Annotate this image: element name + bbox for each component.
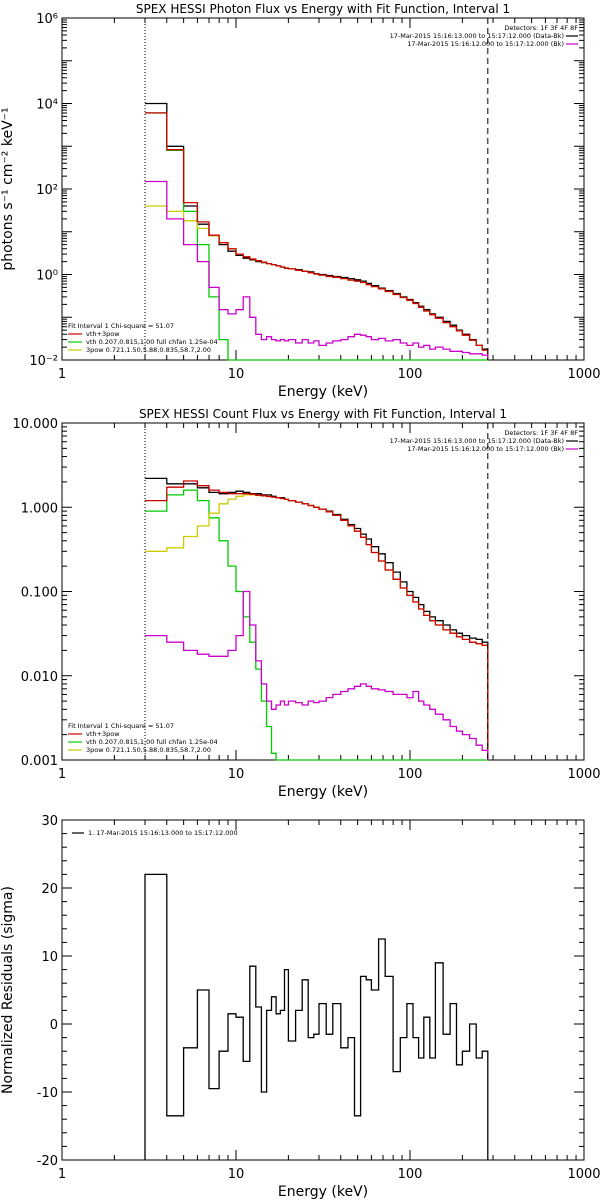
y-tick-label: 0	[50, 1018, 58, 1033]
top-legend-text: 17-Mar-2015 15:16:13.000 to 15:17:12.000…	[390, 437, 564, 445]
y-tick-label: 20	[41, 882, 58, 897]
x-axis-label: Energy (keV)	[278, 1184, 368, 1200]
x-tick-label: 100	[398, 367, 423, 382]
series-residuals-line	[145, 874, 488, 1160]
series-vth-line	[145, 113, 488, 360]
y-tick-label: 10⁰	[36, 269, 58, 284]
y-tick-label: 0.001	[21, 754, 58, 769]
top-legend-text: 17-Mar-2015 15:16:12.000 to 15:17:12.000…	[407, 445, 564, 453]
chart-panel-2: SPEX HESSI Count Flux vs Energy with Fit…	[13, 407, 600, 800]
chart-title: SPEX HESSI Count Flux vs Energy with Fit…	[139, 407, 507, 421]
top-legend-text: Detectors: 1F 3F 4F 8F	[504, 429, 578, 437]
fit-legend-label: vth+3pow	[86, 730, 120, 738]
fit-legend-label: vth 0.207,0.815,1.00 full chfan 1.25e-04	[86, 738, 218, 746]
x-tick-label: 1000	[567, 1167, 600, 1182]
series-vth-3pow-line	[145, 113, 488, 360]
top-legend-text: 17-Mar-2015 15:16:12.000 to 15:17:12.000…	[407, 40, 564, 48]
y-tick-label: 10⁴	[36, 98, 58, 113]
top-legend-text: 17-Mar-2015 15:16:13.000 to 15:17:12.000…	[390, 32, 564, 40]
x-tick-label: 100	[398, 767, 423, 782]
fit-legend-header: Fit Interval 1 Chi-square = 51.07	[68, 722, 174, 730]
series-3pow-line	[145, 495, 488, 760]
series-data-bk-line	[145, 104, 488, 361]
x-tick-label: 1	[58, 367, 66, 382]
x-tick-label: 100	[398, 1167, 423, 1182]
plot-frame	[62, 18, 584, 360]
y-tick-label: 0.010	[21, 670, 58, 685]
y-axis-label: photons s⁻¹ cm⁻² keV⁻¹	[0, 107, 16, 270]
x-tick-label: 1	[58, 767, 66, 782]
y-tick-label: 10⁶	[36, 12, 58, 27]
plot-frame	[62, 423, 584, 760]
y-tick-label: 0.100	[21, 586, 58, 601]
fit-legend-label: 3pow 0.721,1.50,5.88,0.835,58.7,2.00	[86, 346, 211, 354]
x-tick-label: 1	[58, 1167, 66, 1182]
series-data-bk-line	[145, 478, 488, 760]
y-tick-label: 10⁻²	[29, 354, 58, 369]
series-bk-line	[145, 592, 488, 761]
x-tick-label: 1000	[567, 367, 600, 382]
x-axis-label: Energy (keV)	[278, 384, 368, 400]
y-tick-label: 10.000	[13, 417, 59, 432]
y-tick-label: 1.000	[21, 501, 58, 516]
series-bk-line	[145, 182, 488, 361]
chart-title: SPEX HESSI Photon Flux vs Energy with Fi…	[136, 2, 510, 16]
fit-legend-header: Fit Interval 1 Chi-square = 51.07	[68, 322, 174, 330]
plot-frame	[62, 820, 584, 1160]
x-tick-label: 10	[228, 767, 245, 782]
fit-legend-label: vth 0.207,0.815,1.00 full chfan 1.25e-04	[86, 338, 218, 346]
y-tick-label: 10²	[36, 183, 58, 198]
x-tick-label: 10	[228, 1167, 245, 1182]
residual-legend-text: 1. 17-Mar-2015 15:16:13.000 to 15:17:12.…	[88, 829, 238, 837]
chart-panel-1: SPEX HESSI Photon Flux vs Energy with Fi…	[0, 2, 600, 400]
top-legend-text: Detectors: 1F 3F 4F 8F	[504, 24, 578, 32]
y-tick-label: 10	[41, 950, 58, 965]
fit-legend-label: 3pow 0.721,1.50,5.88,0.835,58.7,2.00	[86, 746, 211, 754]
x-axis-label: Energy (keV)	[278, 784, 368, 800]
series-3pow-line	[145, 206, 488, 360]
y-tick-label: -10	[37, 1086, 58, 1101]
y-axis-label: Normalized Residuals (sigma)	[0, 886, 16, 1094]
y-tick-label: -20	[37, 1154, 58, 1169]
x-tick-label: 10	[228, 367, 245, 382]
y-tick-label: 30	[41, 814, 58, 829]
chart-panel-3: 1 10 100 1000 Energy (keV) -20 -10 0 10 20 30 Norma…	[0, 814, 600, 1200]
fit-legend-label: vth+3pow	[86, 330, 120, 338]
x-tick-label: 1000	[567, 767, 600, 782]
